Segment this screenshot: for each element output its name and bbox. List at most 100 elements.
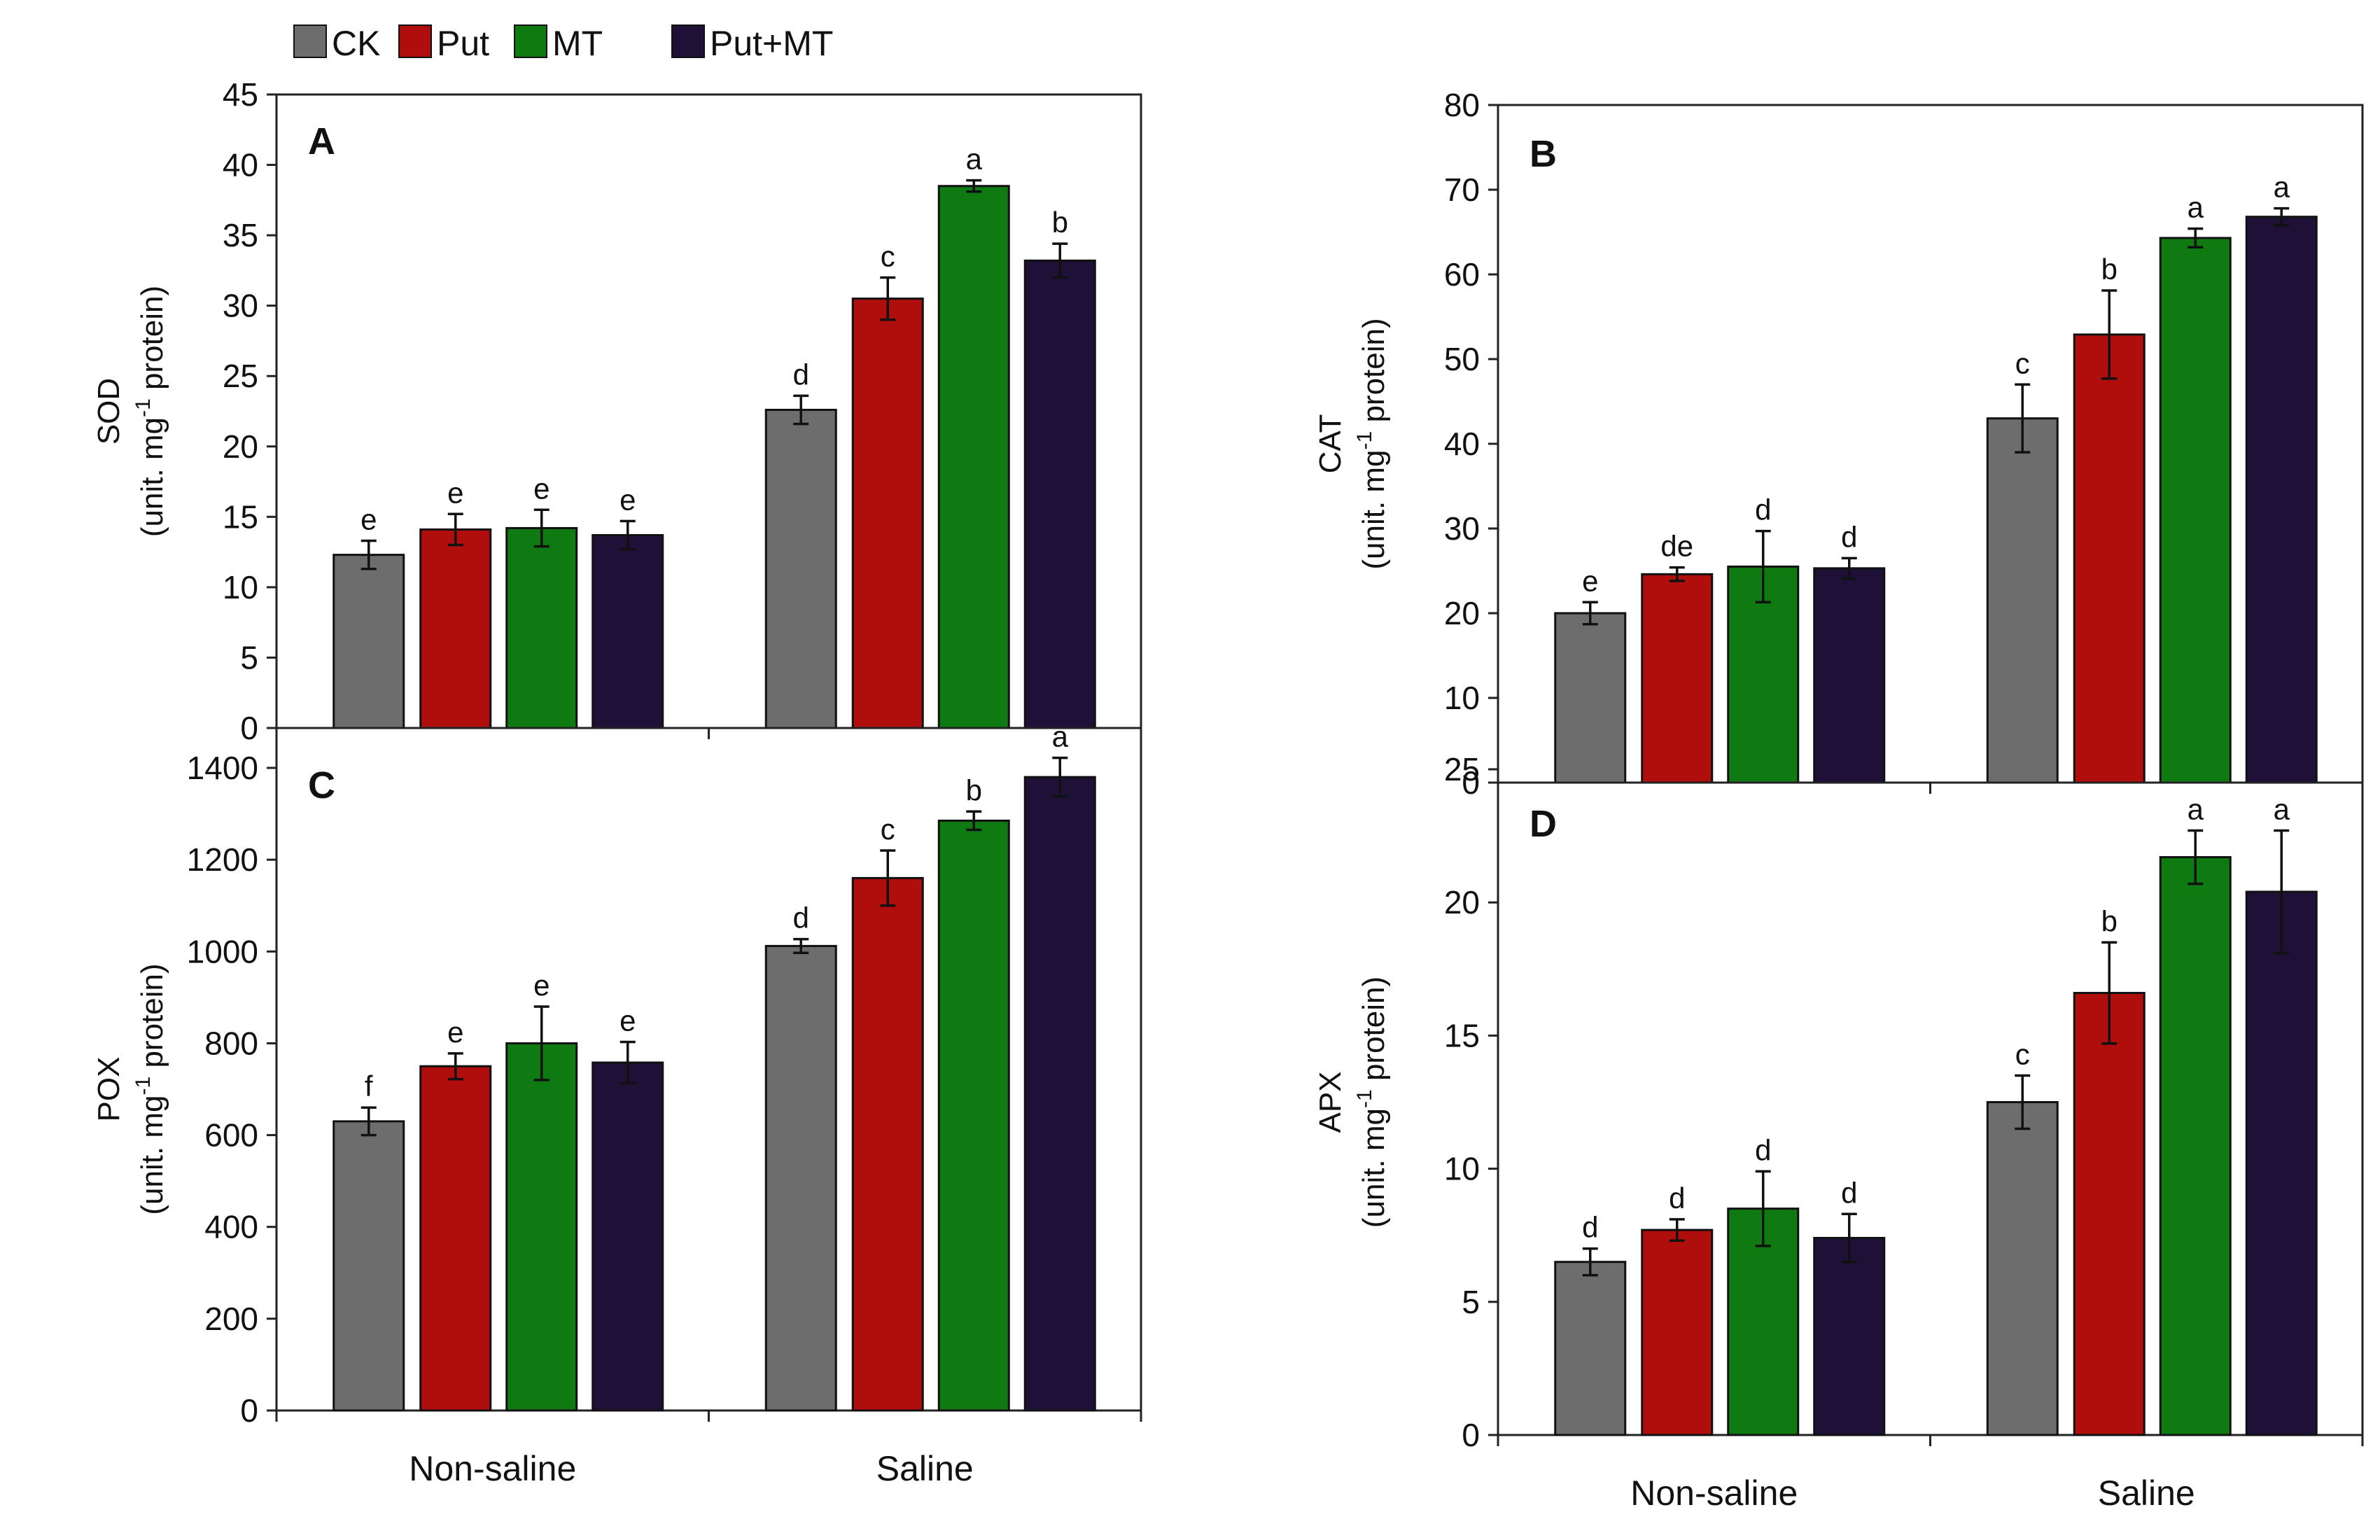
significance-letter: e [620,1004,636,1037]
y-unit-part: protein) [135,963,169,1076]
significance-letter: c [881,813,895,846]
y-tick-label: 40 [1444,426,1480,462]
y-unit-superscript: -1 [1353,431,1376,450]
significance-letter: a [2274,171,2290,204]
y-tick-label: 15 [223,498,258,535]
y-unit-part: (unit. mg [1357,449,1391,569]
bar-Put-Non-saline [419,1065,492,1412]
y-tick-label: 20 [1444,595,1480,631]
y-tick-label: 10 [1444,680,1480,716]
bar-Put-Non-saline [419,528,492,729]
bar-CK-Saline [764,944,837,1412]
y-tick-label: 40 [223,147,258,183]
y-unit-superscript: -1 [132,398,155,417]
significance-letter: d [1755,1133,1771,1166]
significance-letter: f [365,1070,373,1102]
significance-letter: a [966,143,983,176]
significance-letter: d [793,358,809,391]
bar-CK-Non-saline [1554,1261,1627,1436]
category-label: Saline [2098,1474,2195,1513]
y-tick-label: 25 [1444,751,1480,788]
y-unit-part: (unit. mg [1357,1108,1391,1228]
bar-Put+MT-Saline [2245,890,2318,1436]
y-tick-label: 400 [204,1209,258,1245]
y-tick-label: 1200 [187,841,258,878]
panel-letter: D [1530,803,1557,845]
bar-Put+MT-Saline [1023,259,1096,729]
significance-letter: a [1052,720,1069,753]
y-axis-unit: (unit. mg-1 protein) [1353,976,1391,1228]
significance-letter: d [1841,520,1857,553]
bar-Put-Saline [2073,333,2146,784]
significance-letter: d [1582,1211,1598,1244]
significance-letter: a [2188,191,2204,224]
significance-letter: d [793,902,809,934]
category-label: Non-saline [1630,1474,1798,1513]
y-tick-label: 35 [223,217,258,253]
y-axis-unit: (unit. mg-1 protein) [1353,318,1391,569]
category-label: Non-saline [409,1449,576,1488]
significance-letter: e [533,969,550,1002]
y-axis-label: POX [92,1057,126,1122]
y-tick-label: 70 [1444,172,1480,208]
bar-Put-Non-saline [1641,573,1714,784]
y-tick-label: 60 [1444,256,1480,293]
bar-MT-Non-saline [505,526,578,729]
y-unit-superscript: -1 [1353,1089,1376,1108]
y-tick-label: 25 [223,358,258,394]
bar-CK-Saline [1986,417,2059,784]
y-tick-label: 50 [1444,341,1480,377]
significance-letter: e [447,1016,463,1049]
y-axis-label: CAT [1313,414,1348,474]
significance-letter: b [966,774,982,806]
bar-CK-Non-saline [332,1120,405,1412]
bar-MT-Saline [2159,856,2232,1436]
category-label: Saline [876,1449,974,1488]
y-unit-part: protein) [135,286,169,398]
legend-label-0: CK [332,24,380,63]
legend-swatch-1 [398,24,432,58]
y-tick-label: 20 [223,428,258,465]
bar-Put-Saline [851,298,924,729]
y-tick-label: 0 [240,1392,258,1429]
legend-swatch-2 [514,24,547,58]
legend-label-1: Put [437,24,489,63]
significance-letter: b [2101,253,2118,286]
legend-swatch-3 [671,24,705,58]
y-unit-part: (unit. mg [135,1095,169,1214]
significance-letter: e [447,476,463,509]
bar-CK-Non-saline [332,554,405,729]
significance-letter: e [1582,564,1598,597]
y-tick-label: 5 [240,639,258,676]
significance-letter: c [881,239,895,272]
significance-letter: e [620,483,636,516]
y-axis-unit: (unit. mg-1 protein) [132,963,169,1214]
y-tick-label: 0 [1462,764,1480,801]
legend-label-2: MT [552,24,603,63]
bar-Put+MT-Non-saline [1813,1237,1886,1436]
y-unit-part: protein) [1357,318,1391,430]
y-tick-label: 200 [204,1301,258,1337]
significance-letter: e [360,503,377,536]
significance-letter: b [1052,206,1068,239]
y-tick-label: 20 [1444,884,1480,920]
bar-MT-Non-saline [505,1042,578,1412]
y-tick-label: 30 [223,288,258,324]
significance-letter: e [533,472,550,505]
panel-C: 0 200 400 600 800 1000 1200 1400 POX(unit. mg-1 … [92,720,1142,1488]
y-tick-label: 1400 [187,750,258,786]
y-tick-label: 0 [1462,1417,1480,1453]
legend-swatch-0 [293,24,327,58]
panel-frame [275,727,1142,1412]
bar-MT-Saline [2159,237,2232,784]
bar-Put+MT-Non-saline [592,1061,664,1412]
panel-letter: C [308,764,335,806]
y-tick-label: 0 [240,710,258,746]
panel-frame [1497,781,2364,1436]
bar-MT-Saline [937,819,1010,1412]
y-tick-label: 800 [204,1025,258,1061]
y-unit-part: protein) [1357,976,1391,1089]
